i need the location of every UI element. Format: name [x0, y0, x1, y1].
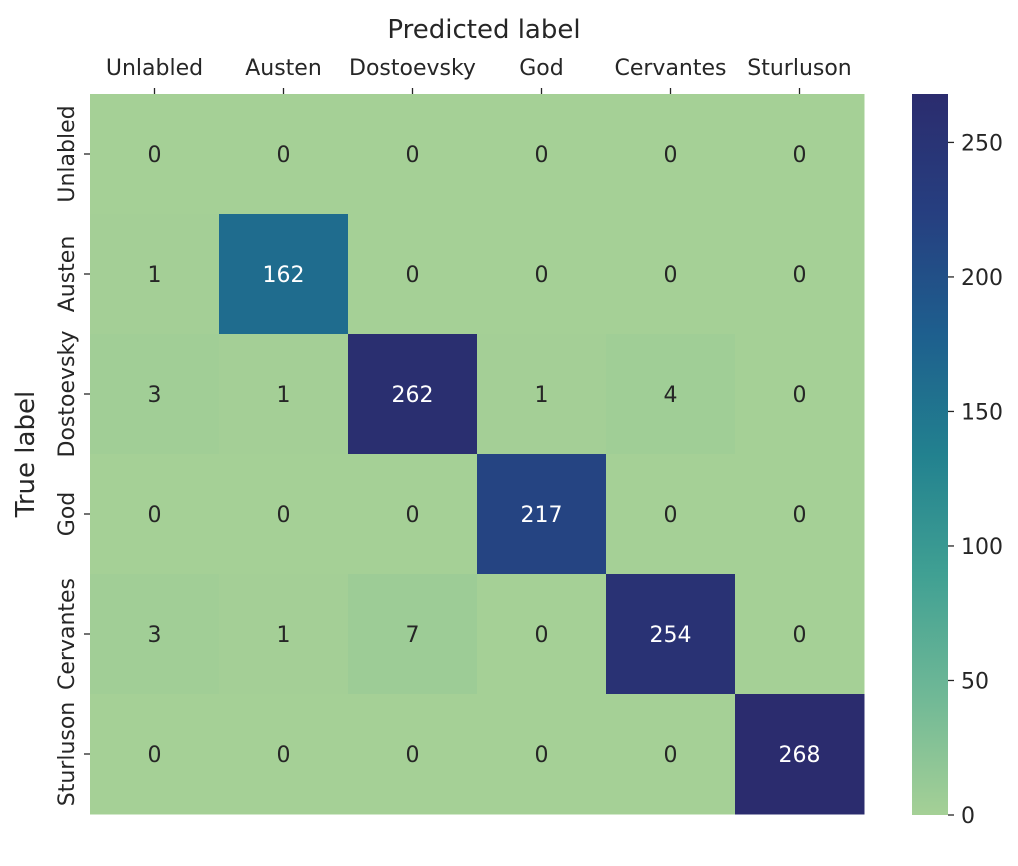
cell-value-label: 0 — [535, 743, 549, 768]
heatmap-cell-1-5 — [735, 214, 865, 335]
heatmap-cell-4-0 — [90, 574, 220, 695]
cell-value-label: 0 — [664, 263, 678, 288]
heatmap-cell-1-3 — [477, 214, 607, 335]
heatmap-cell-5-2 — [348, 694, 478, 815]
y-axis-title: True label — [11, 391, 41, 518]
colorbar-tick-label: 250 — [961, 131, 1003, 156]
heatmap-cell-0-3 — [477, 94, 607, 215]
heatmap-cell-0-4 — [606, 94, 736, 215]
cell-value-label: 0 — [535, 623, 549, 648]
cell-value-label: 262 — [392, 383, 434, 408]
cell-value-label: 1 — [277, 623, 291, 648]
heatmap-cell-1-2 — [348, 214, 478, 335]
cell-value-label: 0 — [535, 143, 549, 168]
y-tick-label: Sturluson — [55, 702, 80, 807]
heatmap-cell-2-0 — [90, 334, 220, 455]
y-tick-label: Austen — [55, 236, 80, 313]
cell-value-label: 4 — [664, 383, 678, 408]
heatmap-cell-1-4 — [606, 214, 736, 335]
cell-value-label: 0 — [277, 143, 291, 168]
heatmap-cell-3-0 — [90, 454, 220, 575]
heatmap-cell-2-4 — [606, 334, 736, 455]
cell-value-label: 0 — [664, 743, 678, 768]
heatmap-cell-1-0 — [90, 214, 220, 335]
cell-value-label: 217 — [521, 503, 563, 528]
cell-value-label: 254 — [650, 623, 692, 648]
x-tick-label: Sturluson — [747, 56, 852, 81]
y-tick-label: Dostoevsky — [55, 331, 80, 458]
cell-value-label: 3 — [148, 383, 162, 408]
cell-value-label: 3 — [148, 623, 162, 648]
heatmap-cell-5-0 — [90, 694, 220, 815]
cell-value-label: 1 — [148, 263, 162, 288]
heatmap-cell-2-1 — [219, 334, 349, 455]
x-tick-label: God — [519, 56, 563, 81]
heatmap-cell-5-5 — [735, 694, 865, 815]
heatmap-cell-1-1 — [219, 214, 349, 335]
cell-value-label: 0 — [664, 143, 678, 168]
cell-value-label: 0 — [406, 503, 420, 528]
cell-value-label: 0 — [277, 503, 291, 528]
cell-value-label: 0 — [406, 263, 420, 288]
cell-value-label: 268 — [779, 743, 821, 768]
colorbar-tick-label: 100 — [961, 535, 1003, 560]
cell-value-label: 0 — [535, 263, 549, 288]
heatmap-cell-4-3 — [477, 574, 607, 695]
x-tick-label: Austen — [245, 56, 322, 81]
heatmap-cell-4-2 — [348, 574, 478, 695]
heatmap-cell-4-5 — [735, 574, 865, 695]
cell-value-label: 0 — [277, 743, 291, 768]
x-tick-label: Cervantes — [614, 56, 726, 81]
cell-value-label: 0 — [793, 263, 807, 288]
cell-value-label: 0 — [793, 503, 807, 528]
cell-value-label: 0 — [148, 143, 162, 168]
cell-value-label: 0 — [406, 743, 420, 768]
cell-value-label: 0 — [148, 743, 162, 768]
colorbar-tick-label: 150 — [961, 400, 1003, 425]
cell-value-label: 0 — [148, 503, 162, 528]
cell-value-label: 7 — [406, 623, 420, 648]
heatmap-cell-5-1 — [219, 694, 349, 815]
heatmap-cell-3-3 — [477, 454, 607, 575]
heatmap-cell-3-5 — [735, 454, 865, 575]
x-tick-label: Unlabled — [106, 56, 203, 81]
y-tick-label: God — [55, 492, 80, 536]
heatmap-cell-3-2 — [348, 454, 478, 575]
x-tick-label: Dostoevsky — [349, 56, 476, 81]
colorbar-tick-label: 0 — [961, 804, 975, 829]
y-tick-label: Cervantes — [55, 578, 80, 690]
cell-value-label: 0 — [793, 143, 807, 168]
heatmap-cell-3-4 — [606, 454, 736, 575]
colorbar-gradient — [912, 94, 948, 815]
cell-value-label: 0 — [793, 383, 807, 408]
heatmap-cell-5-4 — [606, 694, 736, 815]
heatmap-cell-4-1 — [219, 574, 349, 695]
cell-value-label: 162 — [263, 263, 305, 288]
heatmap-cell-5-3 — [477, 694, 607, 815]
heatmap-cell-4-4 — [606, 574, 736, 695]
heatmap-cell-2-3 — [477, 334, 607, 455]
colorbar: 0 50 100 150 200 250 — [912, 94, 1003, 829]
heatmap-cell-0-1 — [219, 94, 349, 215]
cell-value-label: 0 — [793, 623, 807, 648]
heatmap-cell-0-2 — [348, 94, 478, 215]
heatmap-cells: 0 0 0 0 0 0 1 162 0 0 0 0 3 1 262 1 4 0 0 0 0 217 0 0 3 1 7 0 254 0 0 0… — [90, 94, 865, 815]
cell-value-label: 0 — [664, 503, 678, 528]
y-axis: Unlabled Austen Dostoevsky God Cervantes Stur… — [55, 105, 90, 806]
heatmap-cell-2-5 — [735, 334, 865, 455]
x-axis-title: Predicted label — [387, 15, 580, 45]
colorbar-tick-label: 50 — [961, 669, 989, 694]
colorbar-tick-label: 200 — [961, 266, 1003, 291]
cell-value-label: 0 — [406, 143, 420, 168]
heatmap-cell-3-1 — [219, 454, 349, 575]
heatmap-cell-0-5 — [735, 94, 865, 215]
cell-value-label: 1 — [277, 383, 291, 408]
y-tick-label: Unlabled — [55, 105, 80, 202]
cell-value-label: 1 — [535, 383, 549, 408]
x-axis: Unlabled Austen Dostoevsky God Cervantes Stur… — [106, 56, 852, 94]
heatmap-cell-2-2 — [348, 334, 478, 455]
heatmap-cell-0-0 — [90, 94, 220, 215]
